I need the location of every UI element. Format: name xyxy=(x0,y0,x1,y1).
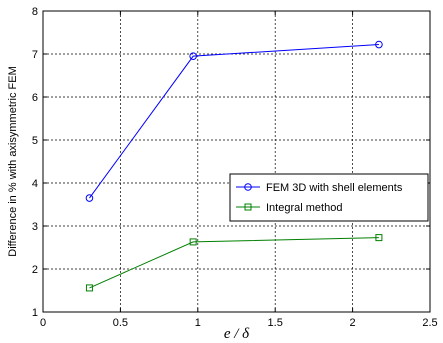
y-tick-label: 1 xyxy=(32,307,38,319)
x-tick-label: 1 xyxy=(195,317,201,329)
data-point-integral-method xyxy=(189,238,197,246)
x-tick-label: 0.5 xyxy=(113,317,128,329)
series-line-integral-method xyxy=(89,237,379,289)
series-group xyxy=(85,40,383,292)
legend-entries: FEM 3D with shell elements Integral metho… xyxy=(236,182,403,214)
x-axis-label: e / δ xyxy=(224,326,250,342)
data-point-fem-3d-shell xyxy=(189,52,197,60)
legend-label: Integral method xyxy=(266,202,342,214)
legend-swatch-marker xyxy=(244,183,252,191)
series-fem-3d-shell xyxy=(85,40,383,202)
y-tick-label: 6 xyxy=(32,92,38,104)
x-tick-label: 2 xyxy=(350,317,356,329)
grid xyxy=(43,11,430,312)
y-axis-label: Difference in % with axisymmetric FEM xyxy=(7,66,19,257)
x-tick-label: 0 xyxy=(40,317,46,329)
y-tick-label: 3 xyxy=(32,221,38,233)
axis-ticks: 0 0.5 1 1.5 2 2.5 1 2 3 4 5 6 7 8 xyxy=(32,6,438,329)
y-tick-label: 7 xyxy=(32,49,38,61)
data-point-fem-3d-shell xyxy=(85,194,94,202)
legend-swatch-marker xyxy=(244,203,252,211)
data-point-fem-3d-shell xyxy=(375,40,383,49)
data-point-integral-method xyxy=(85,284,93,292)
plot-frame xyxy=(42,10,431,313)
series-line-fem-3d-shell xyxy=(89,44,379,199)
x-tick-label: 2.5 xyxy=(422,317,437,329)
series-integral-method xyxy=(85,234,383,292)
legend-entry-fem-3d-shell: FEM 3D with shell elements xyxy=(236,182,403,194)
data-point-integral-method xyxy=(375,234,383,242)
y-tick-label: 2 xyxy=(32,264,38,276)
legend-box xyxy=(229,173,429,222)
y-tick-label: 8 xyxy=(32,6,38,18)
legend-label: FEM 3D with shell elements xyxy=(266,182,403,194)
legend-entry-integral-method: Integral method xyxy=(236,202,342,214)
x-tick-label: 1.5 xyxy=(268,317,283,329)
y-tick-label: 5 xyxy=(32,135,38,147)
y-tick-label: 4 xyxy=(32,178,38,190)
legend: FEM 3D with shell elements Integral metho… xyxy=(229,173,429,222)
